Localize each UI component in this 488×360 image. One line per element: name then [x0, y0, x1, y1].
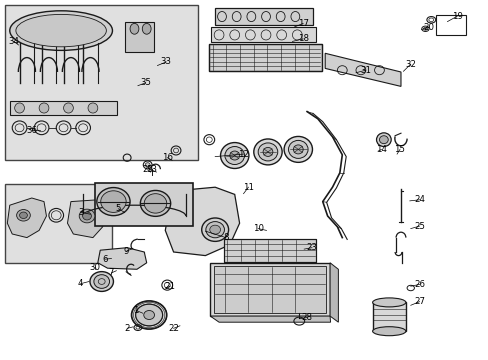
Ellipse shape	[258, 143, 277, 161]
Ellipse shape	[97, 188, 130, 216]
Text: 27: 27	[413, 297, 424, 306]
Text: 18: 18	[297, 34, 308, 43]
Text: 2: 2	[124, 324, 130, 333]
Text: 6: 6	[102, 255, 108, 264]
Ellipse shape	[101, 191, 126, 212]
Ellipse shape	[88, 103, 98, 113]
Text: 32: 32	[405, 59, 415, 68]
Text: 33: 33	[161, 57, 171, 66]
Text: 15: 15	[394, 145, 405, 154]
Text: 14: 14	[375, 145, 386, 154]
Text: 5: 5	[115, 204, 121, 213]
Ellipse shape	[205, 222, 224, 238]
Ellipse shape	[202, 218, 228, 242]
Ellipse shape	[63, 103, 73, 113]
Text: 13: 13	[146, 165, 157, 174]
Text: 12: 12	[238, 150, 248, 158]
Ellipse shape	[142, 23, 151, 34]
Ellipse shape	[284, 136, 312, 162]
Text: 36: 36	[26, 126, 37, 135]
Ellipse shape	[136, 304, 162, 326]
Ellipse shape	[144, 194, 166, 213]
Text: 34: 34	[8, 37, 19, 46]
Ellipse shape	[131, 301, 166, 329]
Text: 20: 20	[423, 22, 434, 31]
Text: 17: 17	[297, 19, 308, 28]
Text: 25: 25	[413, 222, 424, 231]
Polygon shape	[7, 198, 46, 238]
Polygon shape	[67, 200, 105, 238]
Ellipse shape	[90, 271, 113, 292]
Polygon shape	[165, 187, 239, 256]
Ellipse shape	[94, 275, 109, 288]
Text: 11: 11	[243, 183, 253, 192]
Text: 22: 22	[168, 324, 179, 333]
Ellipse shape	[20, 212, 27, 219]
Ellipse shape	[209, 225, 220, 234]
Ellipse shape	[79, 209, 95, 223]
Text: 21: 21	[164, 282, 175, 291]
Text: 30: 30	[90, 263, 101, 271]
Bar	[372, 302, 405, 331]
Bar	[210, 263, 329, 316]
Bar	[435, 15, 465, 35]
Bar	[214, 266, 325, 313]
Ellipse shape	[17, 210, 30, 221]
Text: 24: 24	[413, 195, 424, 204]
Ellipse shape	[145, 163, 150, 167]
Ellipse shape	[372, 327, 405, 336]
Text: 4: 4	[78, 279, 83, 288]
Ellipse shape	[293, 145, 303, 154]
Text: 7: 7	[108, 269, 114, 277]
Ellipse shape	[220, 143, 248, 168]
Ellipse shape	[288, 140, 307, 158]
Bar	[215, 8, 312, 25]
Bar	[224, 239, 315, 262]
Ellipse shape	[224, 147, 244, 165]
Bar	[95, 183, 193, 226]
Text: 23: 23	[306, 243, 317, 252]
Text: 3: 3	[78, 208, 83, 217]
Bar	[10, 101, 117, 115]
Bar	[224, 239, 315, 262]
Text: 28: 28	[301, 313, 312, 322]
Text: 16: 16	[162, 153, 172, 162]
Polygon shape	[329, 263, 338, 322]
Polygon shape	[210, 316, 330, 322]
Text: 26: 26	[413, 280, 424, 289]
Text: 10: 10	[252, 224, 263, 233]
Bar	[211, 27, 316, 42]
Text: 29: 29	[142, 165, 153, 174]
Ellipse shape	[10, 11, 112, 50]
Ellipse shape	[140, 190, 170, 216]
Ellipse shape	[253, 139, 282, 165]
Ellipse shape	[229, 151, 239, 160]
Ellipse shape	[376, 133, 390, 147]
Bar	[209, 44, 321, 71]
Bar	[124, 22, 154, 52]
Polygon shape	[98, 248, 146, 269]
Text: 8: 8	[223, 233, 228, 242]
Text: 9: 9	[123, 247, 128, 256]
Ellipse shape	[82, 212, 91, 220]
Text: 19: 19	[451, 12, 462, 21]
Bar	[209, 44, 321, 71]
Ellipse shape	[263, 148, 272, 156]
Ellipse shape	[15, 103, 24, 113]
Ellipse shape	[130, 23, 139, 34]
Bar	[5, 5, 198, 160]
Text: 31: 31	[360, 66, 370, 75]
Text: 1: 1	[133, 306, 139, 315]
Bar	[5, 184, 112, 263]
Text: 35: 35	[140, 78, 151, 87]
Ellipse shape	[372, 298, 405, 307]
Ellipse shape	[379, 136, 387, 144]
Ellipse shape	[143, 310, 154, 320]
Ellipse shape	[39, 103, 49, 113]
Ellipse shape	[16, 14, 106, 47]
Polygon shape	[325, 53, 400, 86]
